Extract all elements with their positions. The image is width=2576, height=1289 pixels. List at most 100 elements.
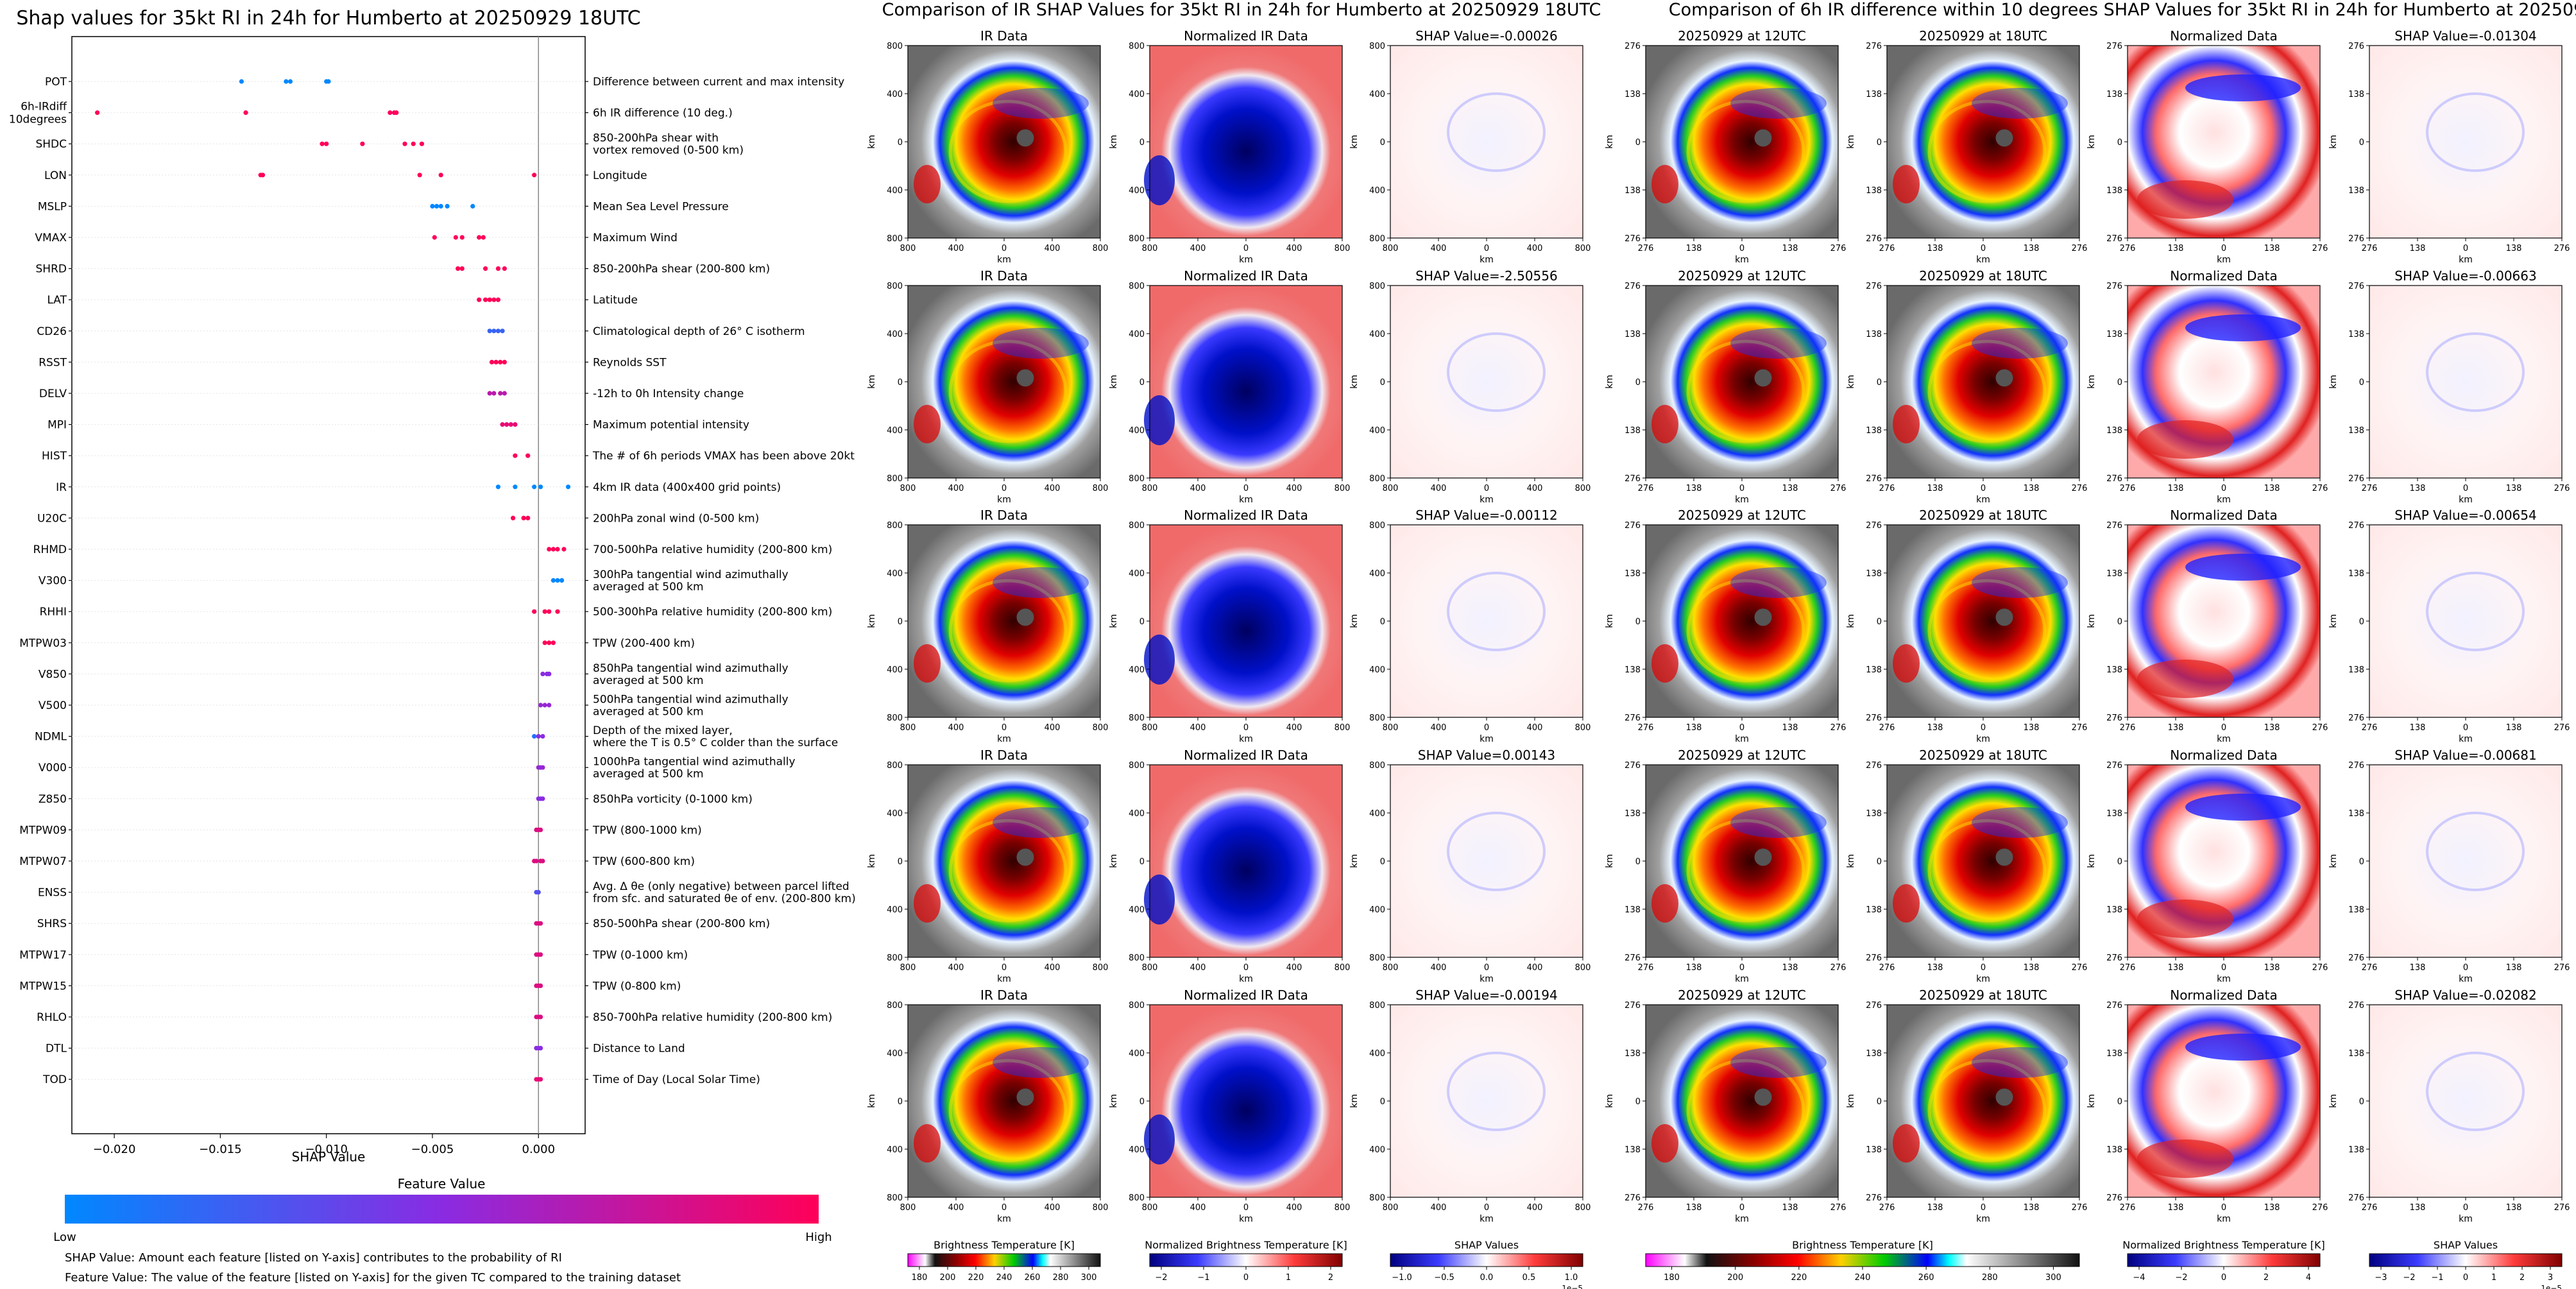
y-tick-label: 800 <box>887 1001 903 1011</box>
y-tick-label: 276 <box>1625 953 1641 963</box>
storm-outflow <box>1972 807 2068 838</box>
feature-description: averaged at 500 km <box>593 706 704 719</box>
y-tick-label: 800 <box>887 521 903 531</box>
feature-description: Latitude <box>593 294 638 307</box>
small-cell <box>1893 644 1920 683</box>
y-tick-label: 138 <box>1625 809 1641 819</box>
diff-band <box>2137 900 2233 938</box>
x-tick-label: 0 <box>2463 723 2468 733</box>
panel-title-normalized: Normalized Data <box>2170 987 2278 1003</box>
shap-values-colorbar <box>1390 1253 1583 1267</box>
x-tick-label: 800 <box>1383 244 1399 253</box>
x-tick-label: 400 <box>1190 1203 1206 1213</box>
y-tick-label: 800 <box>887 282 903 291</box>
shap-point <box>495 266 501 271</box>
feature-tick-label: NDML <box>35 731 67 744</box>
colorbar-label: SHAP Values <box>2434 1239 2498 1251</box>
x-tick-label: 400 <box>1431 723 1447 733</box>
y-tick-label: 138 <box>2106 1145 2122 1155</box>
colorbar-tick-label: 240 <box>1855 1273 1871 1283</box>
ir-image <box>908 765 1100 957</box>
shap-map-image <box>1390 765 1583 957</box>
y-tick-label: 800 <box>887 953 903 963</box>
y-tick-label: 138 <box>2106 809 2122 819</box>
y-tick-label: 276 <box>1625 713 1641 723</box>
y-tick-label: 138 <box>2106 426 2122 436</box>
shap-map-image <box>2369 46 2562 238</box>
y-tick-label: 276 <box>1625 521 1641 531</box>
panel-title-12utc: 20250929 at 12UTC <box>1678 508 1806 523</box>
y-tick-label: 0 <box>898 1097 903 1107</box>
y-tick-label: 400 <box>1129 90 1145 99</box>
x-tick-label: 138 <box>1927 1203 1943 1213</box>
y-tick-label: 276 <box>2348 282 2364 291</box>
x-axis-label: km <box>1735 1214 1749 1224</box>
x-axis-label: km <box>2217 974 2231 984</box>
x-tick-label: 0 <box>1484 963 1489 973</box>
storm-outflow <box>1730 328 1827 359</box>
normalized-ir-image <box>1150 1005 1342 1197</box>
small-cell <box>1651 165 1678 203</box>
panel-title-12utc: 20250929 at 12UTC <box>1678 747 1806 763</box>
x-tick-label: 800 <box>1142 723 1158 733</box>
ir-image <box>908 46 1100 238</box>
y-tick-label: 0 <box>898 138 903 148</box>
shap-point <box>453 235 458 240</box>
shap-point <box>411 141 416 146</box>
normalized-bt-colorbar <box>1149 1253 1343 1267</box>
shap-feature <box>2426 92 2525 172</box>
y-tick-label: 400 <box>1369 1049 1385 1059</box>
normalized-ir-image <box>1150 765 1342 957</box>
shap-point <box>547 671 552 676</box>
shap-point <box>538 1014 543 1020</box>
feature-description: 850-700hPa relative humidity (200-800 km… <box>593 1011 832 1024</box>
y-tick-label: 400 <box>887 330 903 339</box>
feature-description: 1000hPa tangential wind azimuthally <box>593 756 796 769</box>
x-axis-label: km <box>1735 734 1749 744</box>
panel-title-12utc: 20250929 at 12UTC <box>1678 268 1806 284</box>
feature-description: 6h IR difference (10 deg.) <box>593 107 733 120</box>
feature-tick-label: V300 <box>38 575 67 588</box>
y-tick-label: 800 <box>1129 42 1145 51</box>
y-tick-label: 0 <box>2359 857 2364 867</box>
y-tick-label: 276 <box>2106 1001 2122 1011</box>
shap-point <box>561 547 567 552</box>
colorbar-label: Brightness Temperature [K] <box>1792 1239 1933 1251</box>
shap-point <box>538 703 543 708</box>
x-tick-label: 276 <box>1638 723 1654 733</box>
feature-description: 4km IR data (400x400 grid points) <box>593 481 781 494</box>
shap-feature <box>2426 812 2525 891</box>
y-tick-label: 0 <box>2117 138 2122 148</box>
y-tick-label: 138 <box>1625 330 1641 339</box>
shap-feature <box>1447 572 1546 651</box>
storm-outflow <box>1972 88 2068 119</box>
y-axis-label: km <box>2086 375 2097 389</box>
y-tick-label: 0 <box>1877 138 1882 148</box>
storm-outflow <box>1730 807 1827 838</box>
normalized-ir-image <box>1150 286 1342 478</box>
y-tick-label: 800 <box>1369 474 1385 484</box>
shap-point <box>495 297 501 302</box>
storm-band <box>1927 819 2047 923</box>
shap-map-image <box>2369 1005 2562 1197</box>
storm-eye <box>1754 608 1772 626</box>
feature-tick-label: MSLP <box>38 200 67 213</box>
storm-outflow <box>993 1047 1089 1078</box>
colorbar-tick-label: 180 <box>912 1273 928 1283</box>
ir-18utc-image <box>1887 46 2079 238</box>
small-cell <box>914 1124 941 1163</box>
x-tick-label: 400 <box>1286 1203 1302 1213</box>
x-tick-label: 0 <box>2221 963 2226 973</box>
diff-band <box>2185 554 2301 581</box>
y-tick-label: 138 <box>1625 1145 1641 1155</box>
y-tick-label: 800 <box>1369 1193 1385 1203</box>
y-tick-label: 0 <box>2359 378 2364 388</box>
y-tick-label: 276 <box>1866 282 1882 291</box>
storm-outflow <box>993 88 1089 119</box>
y-tick-label: 0 <box>1139 857 1145 867</box>
x-tick-label: 138 <box>1686 244 1702 253</box>
x-tick-label: 0 <box>1484 244 1489 253</box>
x-axis-label: km <box>1239 255 1253 265</box>
storm-band <box>1927 99 2047 203</box>
storm-eye <box>1995 608 2013 626</box>
